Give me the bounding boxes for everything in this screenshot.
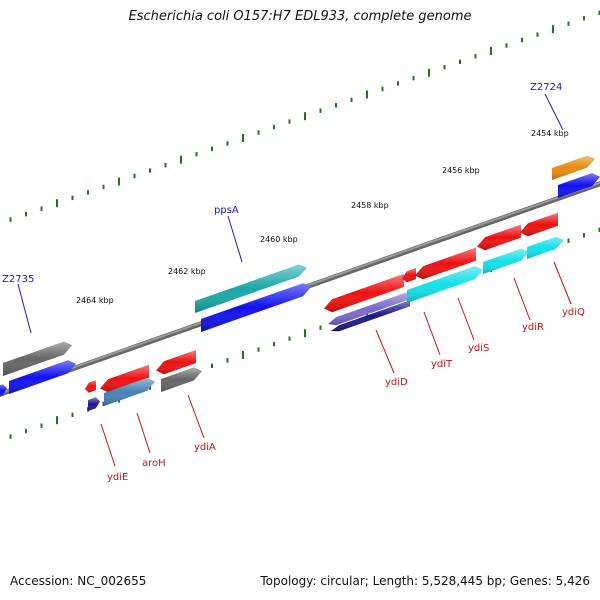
map-title: Escherichia coli O157:H7 EDL933, complet…: [128, 9, 472, 24]
gene-ydia-shading: [161, 367, 202, 392]
gene-z2724-shading: [552, 155, 595, 180]
gene-ydia-top-shading: [156, 350, 196, 375]
gene-ydir-cds-shading: [483, 248, 529, 274]
gene-ydis-shading: [477, 224, 521, 251]
gene-label-ydir[interactable]: ydiR: [522, 322, 544, 333]
gene-label-ydis[interactable]: ydiS: [468, 343, 489, 354]
gene-ydis-cds-shading: [407, 266, 483, 303]
gene-ydid-top-shading: [324, 273, 404, 313]
gene-ydid-bottom-shading: [331, 300, 410, 332]
scale-label-2460: 2460 kbp: [260, 235, 298, 244]
gene-ydiq-shading: [527, 236, 564, 259]
gene-label-z2724[interactable]: Z2724: [530, 82, 562, 93]
gene-ppsa-cds-shading: [201, 283, 311, 332]
scale-label-2462: 2462 kbp: [168, 267, 206, 276]
gene-ppsa-shading: [195, 264, 307, 313]
gene-z2735-shading: [3, 341, 72, 376]
forward-label-leaders: [17, 93, 564, 334]
gene-label-ydiq[interactable]: ydiQ: [562, 307, 585, 318]
gene-aroh-top-shading: [100, 364, 149, 393]
gene-ydir-shading: [520, 212, 558, 237]
gene-ydid-mid-shading: [328, 291, 409, 326]
gene-label-z2735[interactable]: Z2735: [2, 274, 34, 285]
gene-z2735-cds-shading: [9, 360, 76, 394]
gene-label-ydie[interactable]: ydiE: [107, 472, 128, 483]
gene-ydit-small-shading: [402, 268, 416, 283]
gene-label-ydid[interactable]: ydiD: [385, 377, 408, 388]
gene-label-ppsa[interactable]: ppsA: [214, 205, 239, 216]
gene-aroh-shading: [104, 377, 155, 406]
gene-ydit-shading: [415, 247, 476, 280]
gene-label-ydit[interactable]: ydiT: [431, 359, 453, 370]
gene-ydie-shading: [88, 397, 100, 411]
gene-edge-left-shading: [0, 384, 7, 397]
genome-summary-text: Topology: circular; Length: 5,528,445 bp…: [260, 574, 590, 588]
gene-label-ydia[interactable]: ydiA: [194, 442, 216, 453]
reverse-label-leaders: [100, 261, 572, 467]
scale-label-2456: 2456 kbp: [442, 166, 480, 175]
gene-label-aroh[interactable]: aroH: [142, 458, 166, 469]
genes: [0, 155, 600, 411]
scale-label-2458: 2458 kbp: [351, 201, 389, 210]
scale-label-2464: 2464 kbp: [76, 296, 114, 305]
scale-label-2454: 2454 kbp: [531, 129, 569, 138]
accession-text: Accession: NC_002655: [10, 574, 147, 588]
tick-rows: [9, 10, 600, 439]
gene-z2724-cds-shading: [558, 173, 600, 198]
gene-ydie-top-shading: [85, 380, 96, 393]
